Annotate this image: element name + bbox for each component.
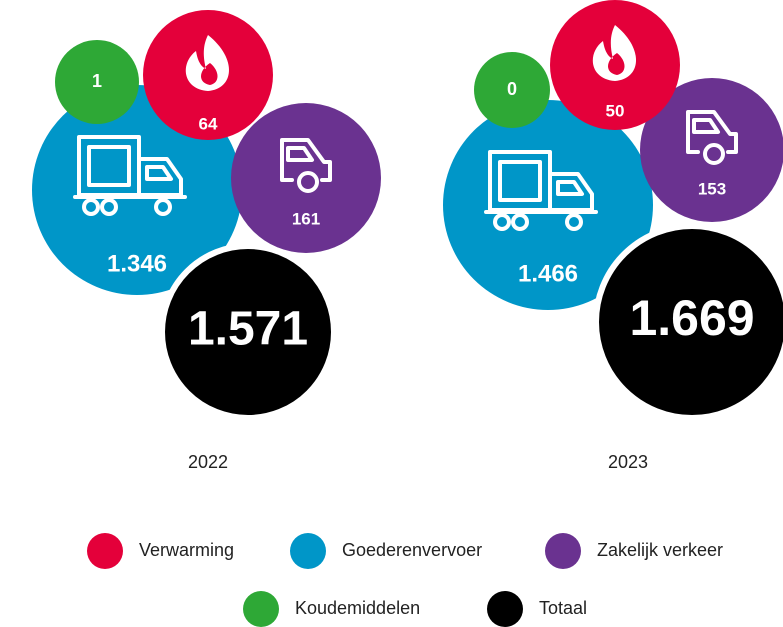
bubble — [159, 243, 337, 421]
value-label: 1.571 — [188, 303, 308, 356]
value-label: 1.346 — [107, 250, 167, 277]
value-label: 1 — [92, 71, 102, 91]
bubble — [143, 10, 273, 140]
bubble-group: 1 — [55, 40, 139, 124]
truck-wheel — [100, 198, 118, 216]
truck-wheel — [565, 213, 583, 231]
legend-label: Zakelijk verkeer — [597, 540, 723, 560]
legend-swatch — [487, 591, 523, 627]
flame-icon — [185, 35, 230, 91]
value-label: 1.669 — [629, 290, 754, 346]
value-label: 153 — [698, 179, 726, 198]
bubble-group: 64 — [143, 10, 273, 140]
bubble — [550, 0, 680, 130]
value-label: 161 — [292, 209, 320, 228]
legend-swatch — [290, 533, 326, 569]
year-label: 2023 — [608, 452, 648, 472]
bubble — [474, 52, 550, 128]
bubble — [231, 103, 381, 253]
year-label: 2022 — [188, 452, 228, 472]
legend-label: Koudemiddelen — [295, 598, 420, 618]
bubble-group: 50 — [550, 0, 680, 130]
value-label: 1.466 — [518, 260, 578, 287]
bubble-group: 1.669 — [593, 223, 783, 421]
legend-swatch — [87, 533, 123, 569]
truck-wheel — [493, 213, 511, 231]
bubble-group: 1.346 — [32, 85, 242, 295]
car-icon — [686, 110, 738, 154]
value-label: 64 — [199, 114, 218, 133]
bubble-group: 1.571 — [159, 243, 337, 421]
truck-wheel — [154, 198, 172, 216]
truck-icon — [484, 150, 598, 214]
bubble-group: 1.466 — [443, 100, 653, 310]
legend-label: Totaal — [539, 598, 587, 618]
legend-swatch — [545, 533, 581, 569]
bubble — [55, 40, 139, 124]
legend-swatch — [243, 591, 279, 627]
flame-icon — [592, 25, 637, 81]
bubble-group: 161 — [231, 103, 381, 253]
value-label: 50 — [606, 101, 625, 120]
car-icon — [280, 138, 332, 182]
legend-label: Verwarming — [139, 540, 234, 560]
truck-wheel — [82, 198, 100, 216]
bubble — [640, 78, 783, 222]
bubble-group: 153 — [640, 78, 783, 222]
truck-icon — [73, 135, 187, 199]
value-label: 0 — [507, 79, 517, 99]
truck-wheel — [511, 213, 529, 231]
legend-label: Goederenvervoer — [342, 540, 482, 560]
car-wheel — [703, 143, 725, 165]
car-wheel — [297, 171, 319, 193]
bubble — [593, 223, 783, 421]
bubble-group: 0 — [474, 52, 550, 128]
